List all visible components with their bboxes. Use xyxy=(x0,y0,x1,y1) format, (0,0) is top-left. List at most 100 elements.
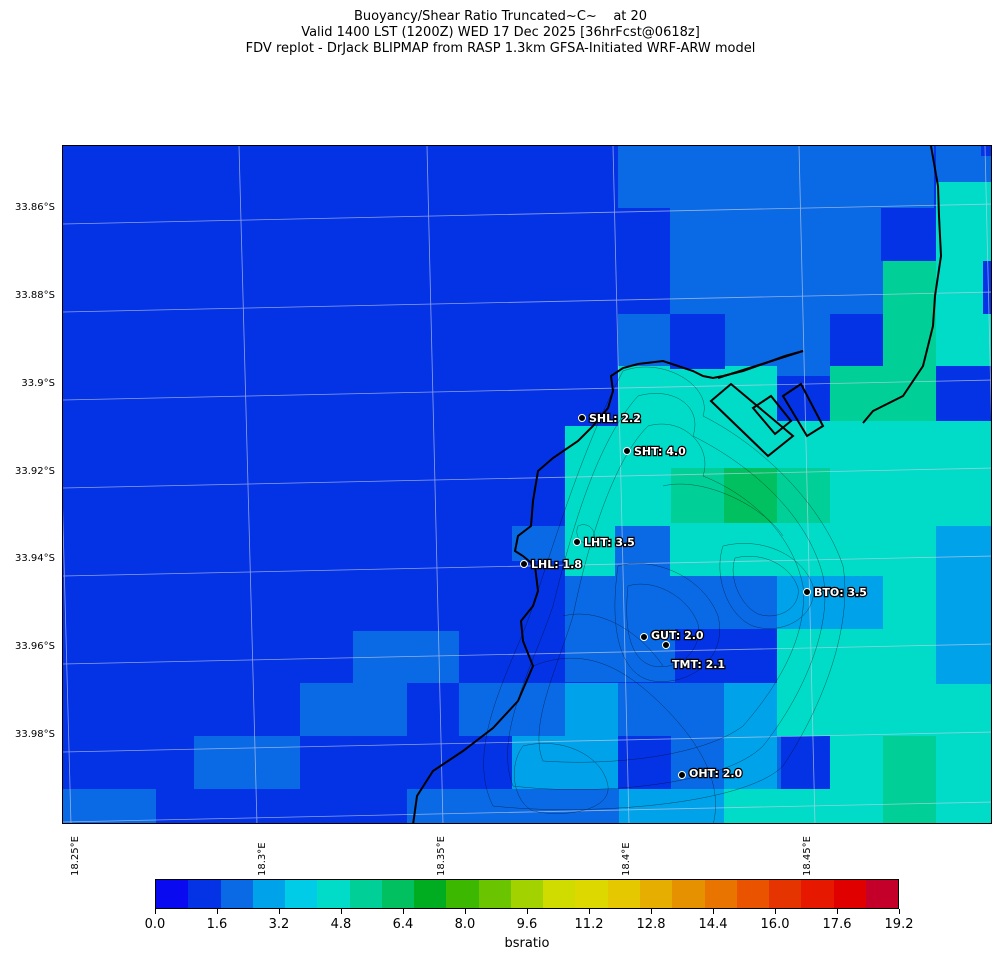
colorbar-tick-label: 1.6 xyxy=(206,917,228,932)
colorbar-segment xyxy=(769,880,802,908)
colorbar-segment xyxy=(252,880,286,908)
colorbar-segment xyxy=(607,880,640,908)
colorbar-tick-label: 17.6 xyxy=(822,917,852,932)
colorbar-tick-label: 16.0 xyxy=(760,917,790,932)
colorbar-tick-mark xyxy=(589,909,590,914)
station-marker-lht xyxy=(573,538,581,546)
grid-cell xyxy=(671,576,777,629)
lon-label: 18.25°E xyxy=(70,836,81,876)
station-label-oht: OHT: 2.0 xyxy=(689,767,743,780)
grid-cell xyxy=(936,526,991,631)
bsratio-grid-cells xyxy=(63,146,991,823)
grid-cell xyxy=(724,146,884,208)
colorbar-segment xyxy=(285,880,318,908)
colorbar-segment xyxy=(478,880,511,908)
grid-cell xyxy=(830,366,883,421)
grid-cell xyxy=(618,146,724,208)
grid-cell xyxy=(407,789,619,823)
colorbar-tick-mark xyxy=(775,909,776,914)
colorbar-tick-label: 4.8 xyxy=(330,917,352,932)
station-label-sht: SHT: 4.0 xyxy=(634,445,686,458)
colorbar-tick-mark xyxy=(155,909,156,914)
lon-label: 18.4°E xyxy=(621,842,632,876)
grid-cell xyxy=(724,683,777,736)
grid-cell xyxy=(565,526,615,576)
colorbar-tick-label: 0.0 xyxy=(144,917,166,932)
colorbar-tick-mark xyxy=(465,909,466,914)
lat-label: 33.88°S xyxy=(15,290,55,301)
grid-cell xyxy=(883,366,936,421)
station-marker-lhl xyxy=(520,560,528,568)
grid-cell xyxy=(981,146,991,156)
station-label-lht: LHT: 3.5 xyxy=(584,536,635,549)
colorbar-tick-label: 8.0 xyxy=(454,917,476,932)
grid-cell xyxy=(936,261,991,314)
grid-cell xyxy=(565,576,671,629)
lon-label: 18.35°E xyxy=(436,836,447,876)
grid-cell xyxy=(724,314,830,376)
lat-label: 33.9°S xyxy=(21,378,55,389)
grid-cell xyxy=(936,208,991,261)
grid-cell xyxy=(936,421,991,526)
colorbar-segment xyxy=(446,880,479,908)
colorbar-segment xyxy=(543,880,576,908)
lon-label: 18.45°E xyxy=(802,836,813,876)
colorbar-tick-mark xyxy=(403,909,404,914)
grid-cell xyxy=(936,789,991,823)
colorbar-segment xyxy=(639,880,673,908)
colorbar-tick-mark xyxy=(527,909,528,914)
colorbar-segment xyxy=(414,880,447,908)
grid-cell xyxy=(883,526,940,631)
lat-label: 33.96°S xyxy=(15,641,55,652)
colorbar-segment xyxy=(349,880,382,908)
grid-cell xyxy=(883,261,936,366)
grid-cell xyxy=(63,789,156,823)
grid-cell xyxy=(777,629,883,736)
colorbar-segment xyxy=(801,880,834,908)
colorbar-segment xyxy=(672,880,705,908)
colorbar-tick-label: 12.8 xyxy=(636,917,666,932)
station-label-gut: GUT: 2.0 xyxy=(651,629,704,642)
grid-cell xyxy=(936,182,991,208)
grid-cell xyxy=(724,468,777,523)
grid-cell xyxy=(936,684,991,736)
colorbar-segment xyxy=(156,880,189,908)
colorbar-segment xyxy=(833,880,866,908)
grid-cell xyxy=(300,683,407,736)
colorbar-segment xyxy=(381,880,415,908)
grid-cell xyxy=(618,683,724,736)
colorbar-tick-mark xyxy=(341,909,342,914)
grid-cell xyxy=(936,314,991,366)
colorbar-label: bsratio xyxy=(504,936,550,951)
colorbar-tick-mark xyxy=(217,909,218,914)
grid-cell xyxy=(777,576,884,629)
grid-cell xyxy=(983,261,991,314)
colorbar-tick-mark xyxy=(837,909,838,914)
colorbar-segment xyxy=(575,880,608,908)
grid-cell xyxy=(883,421,936,526)
station-label-bto: BTO: 3.5 xyxy=(814,586,867,599)
station-marker-oht xyxy=(678,771,686,779)
grid-cell xyxy=(724,736,777,789)
station-marker-sht xyxy=(623,447,631,455)
station-marker-tmt xyxy=(662,641,670,649)
lat-label: 33.92°S xyxy=(15,466,55,477)
station-marker-gut xyxy=(640,633,648,641)
coastline xyxy=(412,146,943,823)
colorbar-tick-label: 9.6 xyxy=(516,917,538,932)
station-marker-shl xyxy=(578,414,586,422)
colorbar-segment xyxy=(736,880,770,908)
map-title-line-3: FDV replot - DrJack BLIPMAP from RASP 1.… xyxy=(245,41,756,56)
grid-cell xyxy=(619,789,725,823)
colorbar-segment xyxy=(188,880,221,908)
grid-cell xyxy=(194,736,300,789)
colorbar xyxy=(155,879,899,909)
station-marker-bto xyxy=(803,588,811,596)
colorbar-tick-label: 6.4 xyxy=(392,917,414,932)
grid-cell xyxy=(670,526,883,576)
colorbar-segment xyxy=(317,880,350,908)
colorbar-tick-label: 3.2 xyxy=(268,917,290,932)
grid-cell xyxy=(512,526,567,561)
